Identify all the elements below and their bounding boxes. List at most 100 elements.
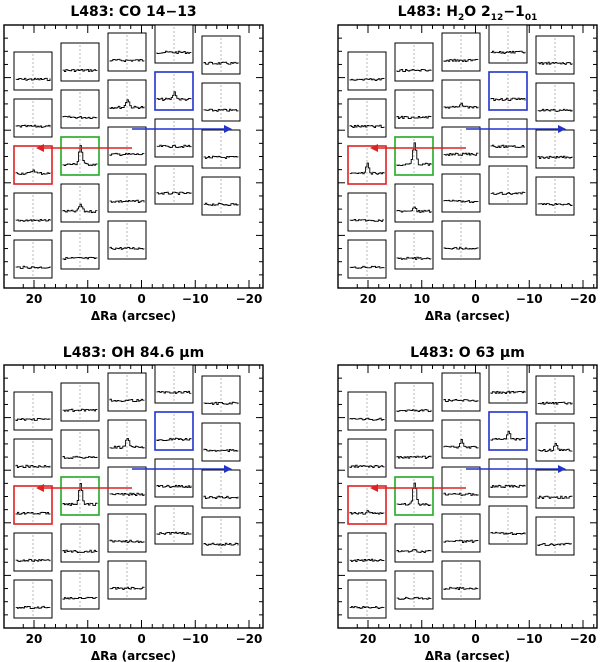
spectrum-box bbox=[107, 466, 147, 506]
panel-h2o: L483: H2O 212−101 20 10 0 −10 −20 ΔRa (arcsec) bbox=[337, 4, 598, 323]
spectrum-box bbox=[201, 469, 241, 509]
red-arrowhead bbox=[370, 144, 378, 152]
x-tick-label: 20 bbox=[26, 632, 43, 646]
spectrum-box bbox=[154, 364, 194, 404]
x-tick-label: −20 bbox=[570, 292, 597, 306]
spectrum-box bbox=[394, 42, 434, 82]
spectrum-box bbox=[60, 136, 100, 176]
panel-co: L483: CO 14−13 20 10 0 −10 −20 ΔRa (arcsec) bbox=[3, 4, 264, 323]
x-tick-label: 10 bbox=[413, 292, 430, 306]
spectrum-box bbox=[13, 579, 53, 619]
spectrum-box bbox=[488, 505, 528, 545]
spectrum-box bbox=[488, 118, 528, 158]
spectrum-box bbox=[13, 192, 53, 232]
spectrum-box bbox=[535, 82, 575, 122]
spectrum-box bbox=[347, 192, 387, 232]
spectrum-box bbox=[201, 375, 241, 415]
spectrum-box bbox=[441, 466, 481, 506]
spectrum-box bbox=[60, 230, 100, 270]
spectrum-box bbox=[441, 419, 481, 459]
spectrum-box bbox=[441, 372, 481, 412]
spectrum-box bbox=[107, 79, 147, 119]
x-tick-label: −20 bbox=[570, 632, 597, 646]
spectrum-box bbox=[394, 382, 434, 422]
spectrum-box bbox=[13, 485, 53, 525]
spectrum-box bbox=[488, 71, 528, 111]
spectrum-box bbox=[107, 372, 147, 412]
spectrum-box bbox=[60, 523, 100, 563]
spectrum-box bbox=[13, 51, 53, 91]
x-tick-label: −10 bbox=[516, 632, 543, 646]
blue-arrowhead bbox=[224, 465, 232, 473]
spectrum-box bbox=[394, 570, 434, 610]
spectrum-box bbox=[60, 382, 100, 422]
x-tick-label: −10 bbox=[516, 292, 543, 306]
spectrum-box bbox=[488, 411, 528, 451]
spectrum-box bbox=[535, 176, 575, 216]
spectrum-box bbox=[60, 89, 100, 129]
spectrum-box bbox=[13, 438, 53, 478]
spectrum-box bbox=[394, 523, 434, 563]
spectrum-box bbox=[535, 516, 575, 556]
spectrum-box bbox=[201, 422, 241, 462]
x-axis-label: ΔRa (arcsec) bbox=[91, 649, 176, 662]
x-tick-label: −10 bbox=[182, 292, 209, 306]
spectrum-box bbox=[488, 24, 528, 64]
spectrum-box bbox=[347, 485, 387, 525]
panel-title: L483: O 63 μm bbox=[410, 345, 525, 361]
spectrum-box bbox=[107, 419, 147, 459]
spectrum-box bbox=[441, 79, 481, 119]
x-tick-label: 20 bbox=[26, 292, 43, 306]
spectrum-box bbox=[107, 220, 147, 260]
panel-title: L483: OH 84.6 μm bbox=[63, 345, 204, 361]
spectrum-box bbox=[394, 183, 434, 223]
spectrum-box bbox=[154, 411, 194, 451]
spectrum-box bbox=[535, 35, 575, 75]
spectrum-box bbox=[441, 32, 481, 72]
x-tick-label: 0 bbox=[137, 632, 145, 646]
spectrum-box bbox=[60, 429, 100, 469]
spectrum-box bbox=[347, 438, 387, 478]
panel-oh: L483: OH 84.6 μm 20 10 0 −10 −20 ΔRa (arcsec) bbox=[3, 345, 264, 662]
spectrum-box bbox=[535, 469, 575, 509]
spectrum-box bbox=[60, 570, 100, 610]
spectrum-box bbox=[488, 458, 528, 498]
spectrum-box bbox=[347, 532, 387, 572]
spectrum-box bbox=[201, 176, 241, 216]
blue-arrowhead bbox=[558, 125, 566, 133]
x-tick-label: −20 bbox=[236, 292, 263, 306]
spectrum-box bbox=[394, 136, 434, 176]
spectrum-box bbox=[394, 89, 434, 129]
spectrum-box bbox=[441, 126, 481, 166]
spectrum-box bbox=[60, 476, 100, 516]
spectrum-box bbox=[441, 220, 481, 260]
spectrum-box bbox=[201, 82, 241, 122]
x-tick-label: 0 bbox=[471, 632, 479, 646]
spectrum-box bbox=[441, 513, 481, 553]
spectrum-box bbox=[347, 239, 387, 279]
spectrum-box bbox=[154, 71, 194, 111]
spectrum-box bbox=[535, 129, 575, 169]
spectrum-box bbox=[13, 239, 53, 279]
spectrum-box bbox=[13, 532, 53, 572]
spectrum-box bbox=[13, 98, 53, 138]
blue-arrowhead bbox=[224, 125, 232, 133]
spectrum-box bbox=[107, 126, 147, 166]
spectrum-box bbox=[201, 129, 241, 169]
x-tick-label: 0 bbox=[137, 292, 145, 306]
spectrum-box bbox=[394, 476, 434, 516]
spectrum-box bbox=[535, 422, 575, 462]
spectrum-box bbox=[154, 24, 194, 64]
spectrum-box bbox=[394, 429, 434, 469]
spectrum-box bbox=[107, 173, 147, 213]
x-tick-label: 0 bbox=[471, 292, 479, 306]
spectrum-box bbox=[201, 35, 241, 75]
spectrum-box bbox=[347, 51, 387, 91]
spectrum-box bbox=[13, 145, 53, 185]
spectrum-box bbox=[441, 560, 481, 600]
spectrum-box bbox=[347, 391, 387, 431]
panel-title: L483: CO 14−13 bbox=[70, 4, 196, 20]
x-axis-label: ΔRa (arcsec) bbox=[91, 309, 176, 323]
x-tick-label: 20 bbox=[360, 632, 377, 646]
